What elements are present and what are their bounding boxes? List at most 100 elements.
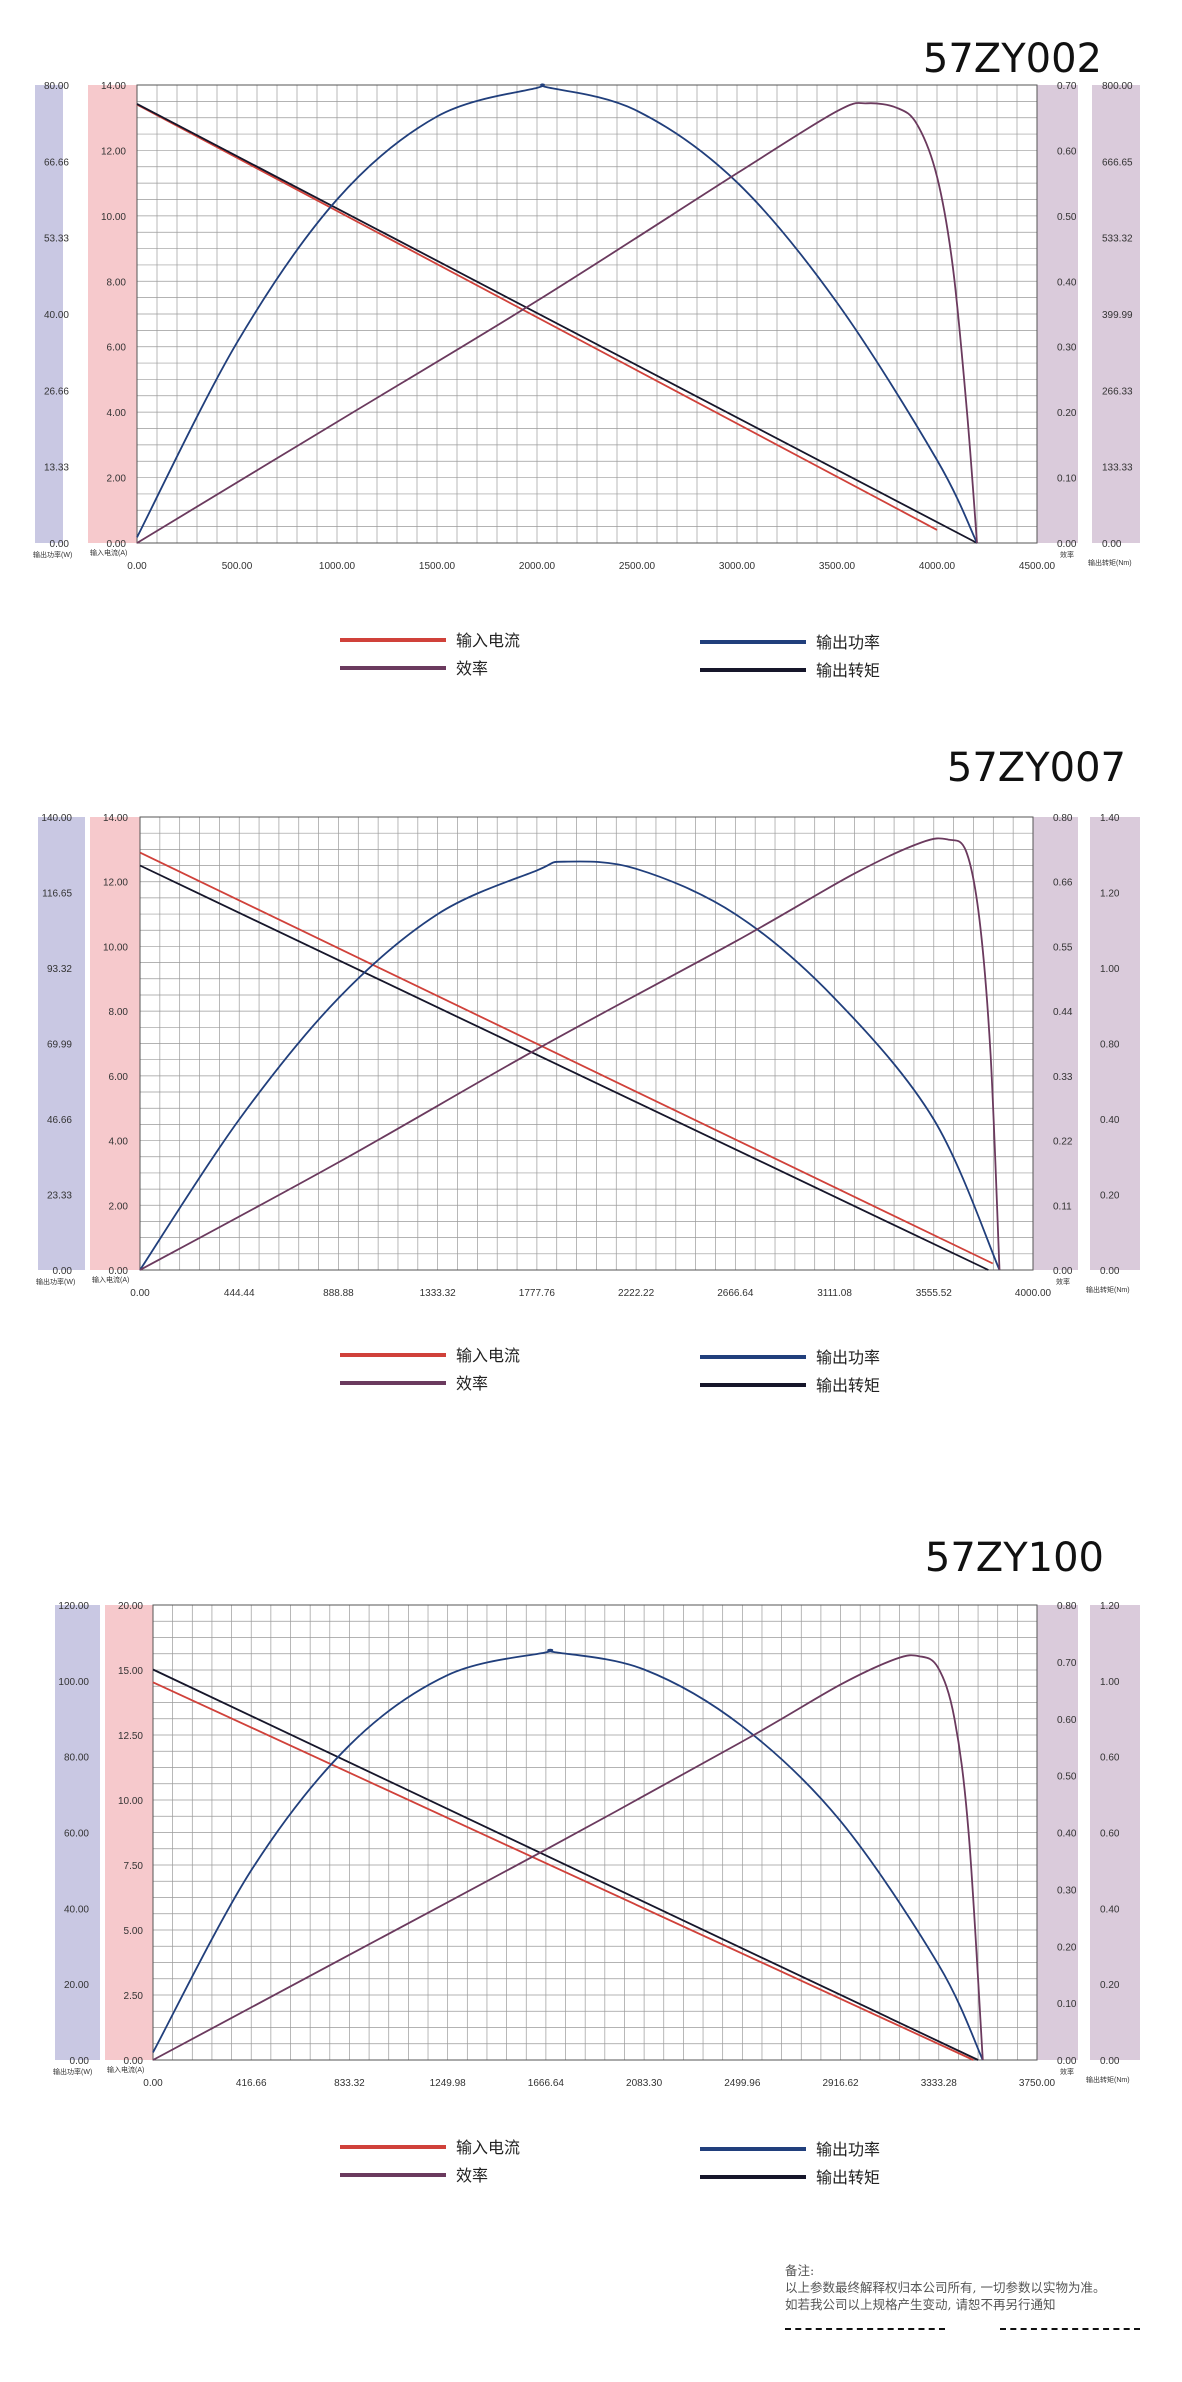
x-tick-label: 1500.00 <box>419 561 456 572</box>
current-tick-label: 12.00 <box>103 878 128 889</box>
power-axis-label: 输出功率(W) <box>53 2067 92 2076</box>
power-tick-label: 23.33 <box>47 1191 72 1202</box>
power-axis-band <box>55 1605 100 2060</box>
torque-tick-label: 133.33 <box>1102 463 1133 474</box>
x-tick-label: 2500.00 <box>619 561 656 572</box>
efficiency-tick-label: 0.30 <box>1057 343 1077 354</box>
legend-label-efficiency: 效率 <box>456 1374 488 1393</box>
current-tick-label: 2.00 <box>109 1201 129 1212</box>
efficiency-series-line <box>152 1654 984 2061</box>
dashed-rule-left <box>785 2328 945 2330</box>
torque-tick-label: 800.00 <box>1102 81 1133 92</box>
current-tick-label: 10.00 <box>103 942 128 953</box>
x-tick-label: 2000.00 <box>519 561 556 572</box>
power-axis-band <box>38 817 85 1270</box>
efficiency-tick-label: 0.10 <box>1057 474 1077 485</box>
torque-tick-label: 1.40 <box>1100 813 1120 824</box>
current-tick-label: 14.00 <box>101 81 126 92</box>
torque-tick-label: 0.60 <box>1100 1829 1120 1840</box>
x-tick-label: 4000.00 <box>1015 1288 1052 1299</box>
x-tick-label: 2916.62 <box>822 2078 859 2089</box>
efficiency-tick-label: 0.33 <box>1053 1072 1073 1083</box>
power-tick-label: 26.66 <box>44 386 69 397</box>
current-tick-label: 4.00 <box>109 1137 129 1148</box>
current-axis-band <box>105 1605 153 2060</box>
plot-frame <box>152 1604 1038 2061</box>
efficiency-axis-label: 效率 <box>1056 1277 1070 1286</box>
efficiency-tick-label: 0.80 <box>1057 1601 1077 1612</box>
x-tick-label: 500.00 <box>222 561 253 572</box>
x-tick-label: 833.32 <box>334 2078 365 2089</box>
plot-frame <box>136 84 1038 544</box>
notes-heading: 备注: <box>785 2263 815 2278</box>
chart-title: 57ZY100 <box>925 1535 1104 1581</box>
current-tick-label: 2.50 <box>124 1991 144 2002</box>
power-tick-label: 0.00 <box>70 2056 90 2067</box>
efficiency-axis-label: 效率 <box>1060 2067 1074 2076</box>
x-tick-label: 0.00 <box>143 2078 163 2089</box>
efficiency-tick-label: 0.00 <box>1057 539 1077 550</box>
legend-label-efficiency: 效率 <box>456 2166 488 2185</box>
x-tick-label: 0.00 <box>130 1288 150 1299</box>
power-tick-label: 80.00 <box>64 1753 89 1764</box>
efficiency-tick-label: 0.55 <box>1053 942 1073 953</box>
x-tick-label: 888.88 <box>323 1288 354 1299</box>
power-axis-label: 输出功率(W) <box>33 550 72 559</box>
x-tick-label: 1666.64 <box>528 2078 565 2089</box>
x-tick-label: 3500.00 <box>819 561 856 572</box>
power-tick-label: 140.00 <box>41 813 72 824</box>
current-axis-label: 输入电流(A) <box>107 2065 144 2074</box>
power-tick-label: 66.66 <box>44 157 69 168</box>
efficiency-tick-label: 0.66 <box>1053 878 1073 889</box>
power-axis-label: 输出功率(W) <box>36 1277 75 1286</box>
x-tick-label: 1333.32 <box>420 1288 457 1299</box>
efficiency-tick-label: 0.44 <box>1053 1007 1073 1018</box>
x-tick-label: 2083.30 <box>626 2078 663 2089</box>
legend-label-torque: 输出转矩 <box>816 1376 880 1395</box>
x-tick-label: 444.44 <box>224 1288 255 1299</box>
efficiency-series-line <box>136 102 978 544</box>
current-tick-label: 5.00 <box>124 1926 144 1937</box>
current-tick-label: 2.00 <box>107 474 127 485</box>
power-tick-label: 13.33 <box>44 463 69 474</box>
current-tick-label: 20.00 <box>118 1601 143 1612</box>
x-tick-label: 4000.00 <box>919 561 956 572</box>
current-tick-label: 12.50 <box>118 1731 143 1742</box>
notes-line-1: 以上参数最终解释权归本公司所有, 一切参数以实物为准。 <box>785 2280 1106 2295</box>
chart-57zy100: 57ZY100 0.00 416.66 833.32 1249.98 1666.64 208… <box>53 1535 1140 2187</box>
torque-tick-label: 266.33 <box>1102 386 1133 397</box>
current-tick-label: 4.00 <box>107 408 127 419</box>
torque-axis-label: 输出转矩(Nm) <box>1086 1285 1130 1294</box>
current-tick-label: 6.00 <box>109 1072 129 1083</box>
torque-tick-label: 1.00 <box>1100 1677 1120 1688</box>
current-tick-label: 8.00 <box>109 1007 129 1018</box>
efficiency-tick-label: 0.30 <box>1057 1885 1077 1896</box>
x-tick-label: 4500.00 <box>1019 561 1056 572</box>
legend-label-current: 输入电流 <box>456 2138 520 2157</box>
legend-label-torque: 输出转矩 <box>816 661 880 680</box>
torque-series-line <box>139 864 989 1271</box>
notes-block: 备注: 以上参数最终解释权归本公司所有, 一切参数以实物为准。 如若我公司以上规… <box>785 2262 1180 2313</box>
torque-tick-label: 0.40 <box>1100 1115 1120 1126</box>
efficiency-tick-label: 0.00 <box>1053 1266 1073 1277</box>
torque-tick-label: 0.40 <box>1100 1904 1120 1915</box>
power-tick-label: 46.66 <box>47 1115 72 1126</box>
current-tick-label: 12.00 <box>101 146 126 157</box>
current-tick-label: 0.00 <box>107 539 127 550</box>
x-tick-label: 1249.98 <box>430 2078 467 2089</box>
current-tick-label: 10.00 <box>101 212 126 223</box>
x-tick-label: 3750.00 <box>1019 2078 1056 2089</box>
power-tick-label: 93.32 <box>47 964 72 975</box>
notes-line-2: 如若我公司以上规格产生变动, 请恕不再另行通知 <box>785 2297 1056 2312</box>
current-series-line <box>139 851 994 1265</box>
efficiency-axis-band <box>1037 85 1078 543</box>
torque-tick-label: 1.00 <box>1100 964 1120 975</box>
power-tick-label: 80.00 <box>44 81 69 92</box>
current-tick-label: 0.00 <box>124 2056 144 2067</box>
torque-tick-label: 0.00 <box>1100 2056 1120 2067</box>
torque-tick-label: 0.20 <box>1100 1980 1120 1991</box>
current-tick-label: 15.00 <box>118 1666 143 1677</box>
torque-series-line <box>136 103 978 544</box>
legend-label-current: 输入电流 <box>456 631 520 650</box>
power-tick-label: 116.65 <box>42 889 72 900</box>
